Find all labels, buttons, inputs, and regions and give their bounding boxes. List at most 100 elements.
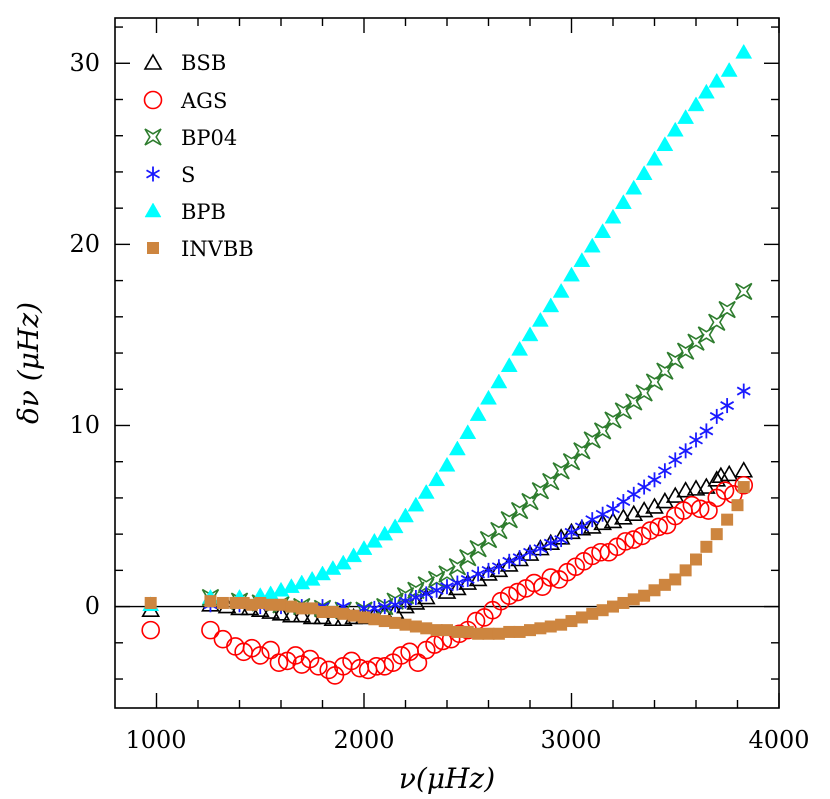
data-point bbox=[250, 646, 270, 665]
data-point bbox=[715, 481, 735, 500]
legend-marker-icon bbox=[147, 242, 159, 254]
data-point bbox=[302, 607, 322, 625]
x-tick-labels: 1000 2000 3000 4000 bbox=[125, 726, 809, 754]
data-point bbox=[482, 627, 495, 640]
data-point bbox=[607, 600, 619, 613]
data-point bbox=[719, 464, 739, 482]
data-point bbox=[448, 558, 467, 576]
data-point bbox=[386, 518, 404, 534]
data-point bbox=[678, 443, 693, 459]
data-point bbox=[708, 313, 726, 331]
data-point bbox=[656, 136, 674, 152]
data-point bbox=[666, 351, 684, 369]
data-point bbox=[552, 282, 570, 298]
data-point bbox=[708, 72, 726, 88]
data-point bbox=[625, 179, 643, 195]
y-tick-label: 30 bbox=[69, 49, 100, 77]
data-point bbox=[523, 544, 537, 560]
data-point bbox=[399, 618, 412, 631]
data-point bbox=[624, 530, 644, 549]
data-point bbox=[141, 620, 160, 640]
data-point bbox=[586, 607, 599, 620]
data-point bbox=[646, 150, 663, 166]
data-point bbox=[271, 604, 291, 621]
data-point bbox=[657, 463, 672, 479]
data-point bbox=[575, 611, 588, 624]
data-point bbox=[544, 620, 557, 633]
data-point bbox=[687, 96, 705, 112]
data-point bbox=[472, 627, 485, 640]
data-point bbox=[542, 297, 560, 313]
data-point bbox=[500, 510, 518, 529]
legend-marker-ags bbox=[143, 90, 163, 110]
data-point bbox=[448, 440, 466, 456]
data-point bbox=[261, 640, 280, 660]
series-invbb bbox=[144, 481, 750, 640]
data-point bbox=[286, 646, 305, 665]
data-point bbox=[637, 479, 652, 495]
legend-marker-icon bbox=[143, 53, 163, 70]
data-point bbox=[459, 424, 477, 439]
data-point bbox=[492, 627, 505, 640]
data-point bbox=[676, 342, 695, 360]
data-point bbox=[309, 657, 328, 676]
data-point bbox=[389, 616, 402, 629]
x-tick-label: 4000 bbox=[748, 726, 809, 754]
data-point bbox=[510, 501, 529, 520]
data-point bbox=[583, 431, 601, 449]
data-point bbox=[397, 507, 414, 523]
data-point bbox=[440, 579, 454, 595]
data-point bbox=[638, 589, 651, 602]
data-point bbox=[408, 590, 423, 606]
data-point bbox=[735, 282, 753, 301]
data-point bbox=[264, 598, 277, 611]
legend: BSB AGS BP04 S BPB INVBB bbox=[143, 51, 254, 261]
data-point bbox=[503, 625, 516, 638]
x-axis-title: ν(μHz) bbox=[399, 762, 495, 795]
data-point bbox=[686, 479, 706, 496]
data-point bbox=[326, 606, 339, 619]
data-point bbox=[441, 624, 453, 637]
y-axis-title: δν (μHz) bbox=[12, 302, 45, 424]
data-point bbox=[614, 402, 633, 420]
data-point bbox=[531, 311, 549, 327]
data-point bbox=[419, 586, 434, 602]
data-point bbox=[635, 165, 653, 180]
data-point bbox=[709, 408, 724, 424]
legend-marker-icon bbox=[146, 166, 160, 182]
data-point bbox=[649, 517, 668, 537]
data-point bbox=[480, 389, 497, 405]
data-point bbox=[700, 540, 713, 553]
data-point bbox=[552, 462, 570, 480]
data-point bbox=[689, 432, 703, 448]
data-point bbox=[606, 501, 620, 517]
data-point bbox=[469, 406, 487, 421]
data-point bbox=[285, 600, 298, 613]
data-point bbox=[604, 411, 622, 429]
data-point bbox=[337, 607, 350, 620]
data-point bbox=[201, 620, 220, 640]
data-point bbox=[420, 622, 433, 635]
data-point bbox=[451, 625, 464, 638]
data-point bbox=[593, 513, 613, 531]
data-point bbox=[521, 326, 539, 342]
data-point bbox=[388, 597, 403, 613]
series-bp04 bbox=[201, 282, 753, 619]
data-point bbox=[555, 618, 568, 631]
data-point bbox=[679, 564, 692, 577]
data-point bbox=[699, 423, 714, 439]
data-point bbox=[604, 208, 622, 224]
data-point bbox=[677, 109, 695, 124]
data-point bbox=[707, 470, 727, 487]
data-point bbox=[594, 223, 612, 238]
data-point bbox=[216, 596, 229, 609]
data-point bbox=[430, 624, 443, 637]
data-point bbox=[737, 481, 750, 494]
data-point bbox=[368, 613, 381, 626]
data-point bbox=[306, 602, 319, 615]
data-point bbox=[718, 300, 736, 319]
x-tick-label: 1000 bbox=[125, 726, 186, 754]
data-point bbox=[690, 553, 702, 566]
data-point bbox=[490, 373, 508, 389]
